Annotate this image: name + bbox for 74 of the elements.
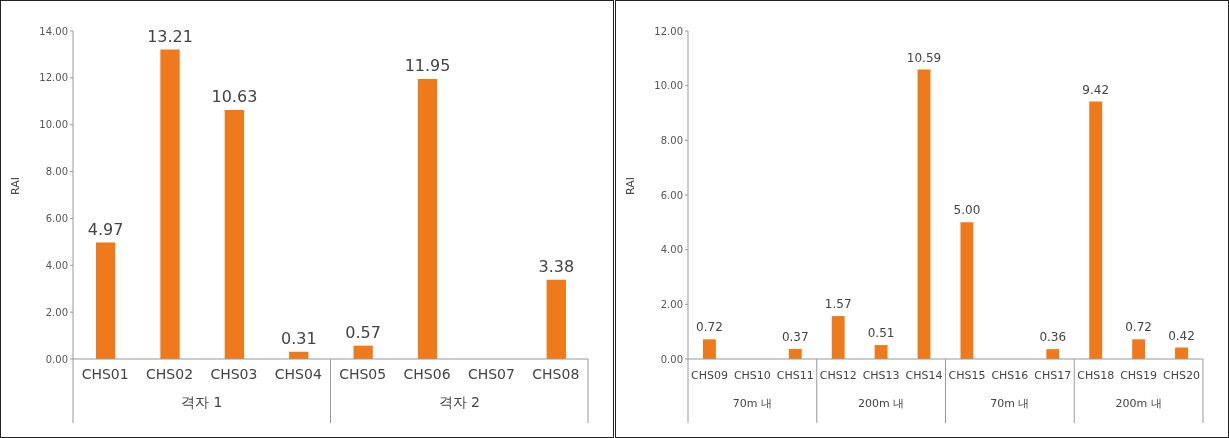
y-tick-label: 4.00 [660,244,683,256]
bar [1132,339,1146,359]
x-tick-label: CHS16 [991,369,1029,382]
x-tick-label: CHS17 [1034,369,1072,382]
y-tick-label: 2.00 [660,298,683,310]
bar [960,222,974,359]
x-tick-label: CHS13 [862,369,900,382]
bar [96,242,116,359]
bar [874,345,888,359]
x-tick-label: CHS08 [532,366,580,382]
text: 200m 내 [858,397,905,410]
y-tick-label: 6.00 [45,212,68,224]
x-tick-label: CHS14 [905,369,943,382]
bar [831,316,845,359]
bar [224,109,245,359]
x-tick-label: CHS11 [776,369,814,382]
y-tick-label: 6.00 [660,189,683,201]
x-tick-label: CHS12 [819,369,857,382]
y-tick-label: 12.00 [654,25,683,37]
x-tick-label: CHS05 [339,366,387,382]
data-label: 0.72 [696,320,723,335]
text: 격자 2 [438,394,480,410]
data-label: 9.42 [1082,82,1110,97]
data-label: 0.42 [1168,328,1195,343]
x-tick-label: CHS19 [1120,369,1158,382]
y-tick-label: 0.00 [45,353,68,365]
data-label: 5.00 [953,203,981,218]
data-label: 4.97 [87,219,124,239]
y-tick-label: 8.00 [45,166,68,178]
data-label: 13.21 [147,26,193,46]
data-label: 1.57 [824,297,852,312]
y-tick-label: 10.00 [654,80,683,92]
x-tick-label: CHS04 [274,366,322,382]
bar [417,79,438,359]
bar [1046,349,1060,359]
x-tick-label: CHS02 [146,366,194,382]
data-label: 3.38 [538,256,575,276]
y-tick-label: 12.00 [39,72,68,84]
x-tick-label: CHS01 [81,366,129,382]
data-label: 11.95 [404,56,451,76]
bar [1089,101,1103,359]
y-axis-title: RAI [8,177,22,195]
x-tick-label: CHS15 [948,369,986,382]
text: 격자 1 [181,394,223,410]
x-tick-label: CHS10 [733,369,771,382]
data-label: 0.57 [345,322,381,342]
data-label: 0.31 [280,328,317,348]
text: 70m 내 [990,397,1030,410]
x-tick-label: CHS07 [467,366,515,382]
bar [788,348,802,359]
bar [160,49,180,359]
x-tick-label: CHS18 [1077,369,1115,382]
data-label: 0.36 [1039,330,1067,345]
y-tick-label: 8.00 [660,134,683,146]
y-tick-label: 10.00 [39,119,68,131]
bar [917,69,931,359]
y-tick-label: 14.00 [39,25,68,37]
bar [703,339,716,359]
data-label: 10.59 [906,50,942,65]
y-tick-label: 2.00 [45,306,68,318]
text: 200m 내 [1115,397,1162,410]
x-tick-label: CHS09 [690,369,728,382]
y-tick-label: 4.00 [45,259,68,271]
x-tick-label: CHS03 [210,366,258,382]
x-tick-label: CHS06 [403,366,451,382]
y-axis-title: RAI [623,177,637,195]
y-tick-label: 0.00 [660,353,683,365]
data-label: 10.63 [211,86,258,106]
data-label: 0.37 [781,329,809,344]
bar [546,279,566,359]
data-label: 0.72 [1125,320,1152,335]
data-label: 0.51 [867,326,895,341]
x-tick-label: CHS20 [1163,369,1201,382]
text: 70m 내 [732,397,772,410]
